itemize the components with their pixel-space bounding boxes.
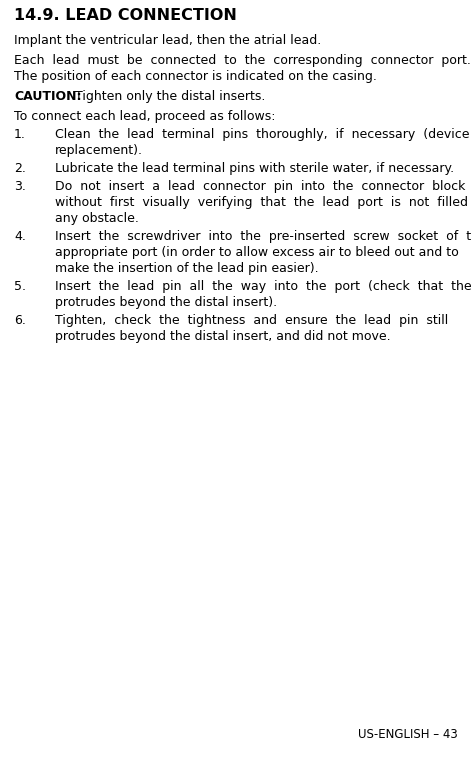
Text: 6.: 6. [14,314,26,327]
Text: appropriate port (in order to allow excess air to bleed out and to: appropriate port (in order to allow exce… [55,246,459,259]
Text: without  first  visually  verifying  that  the  lead  port  is  not  filled  wit: without first visually verifying that th… [55,196,472,209]
Text: Tighten only the distal inserts.: Tighten only the distal inserts. [71,90,265,103]
Text: 3.: 3. [14,180,26,193]
Text: Each  lead  must  be  connected  to  the  corresponding  connector  port.: Each lead must be connected to the corre… [14,54,471,67]
Text: 1.: 1. [14,128,26,141]
Text: CAUTION:: CAUTION: [14,90,82,103]
Text: US-ENGLISH – 43: US-ENGLISH – 43 [358,728,458,741]
Text: 5.: 5. [14,280,26,293]
Text: any obstacle.: any obstacle. [55,212,139,225]
Text: To connect each lead, proceed as follows:: To connect each lead, proceed as follows… [14,110,276,123]
Text: Tighten,  check  the  tightness  and  ensure  the  lead  pin  still: Tighten, check the tightness and ensure … [55,314,448,327]
Text: protrudes beyond the distal insert, and did not move.: protrudes beyond the distal insert, and … [55,330,391,343]
Text: replacement).: replacement). [55,144,143,157]
Text: Implant the ventricular lead, then the atrial lead.: Implant the ventricular lead, then the a… [14,34,321,47]
Text: Clean  the  lead  terminal  pins  thoroughly,  if  necessary  (device: Clean the lead terminal pins thoroughly,… [55,128,470,141]
Text: Insert  the  screwdriver  into  the  pre-inserted  screw  socket  of  the: Insert the screwdriver into the pre-inse… [55,230,472,243]
Text: Insert  the  lead  pin  all  the  way  into  the  port  (check  that  the  pin: Insert the lead pin all the way into the… [55,280,472,293]
Text: Do  not  insert  a  lead  connector  pin  into  the  connector  block: Do not insert a lead connector pin into … [55,180,465,193]
Text: make the insertion of the lead pin easier).: make the insertion of the lead pin easie… [55,262,319,275]
Text: 4.: 4. [14,230,26,243]
Text: protrudes beyond the distal insert).: protrudes beyond the distal insert). [55,296,277,309]
Text: The position of each connector is indicated on the casing.: The position of each connector is indica… [14,70,377,83]
Text: 2.: 2. [14,162,26,175]
Text: Lubricate the lead terminal pins with sterile water, if necessary.: Lubricate the lead terminal pins with st… [55,162,454,175]
Text: 14.9. LEAD CONNECTION: 14.9. LEAD CONNECTION [14,8,237,23]
